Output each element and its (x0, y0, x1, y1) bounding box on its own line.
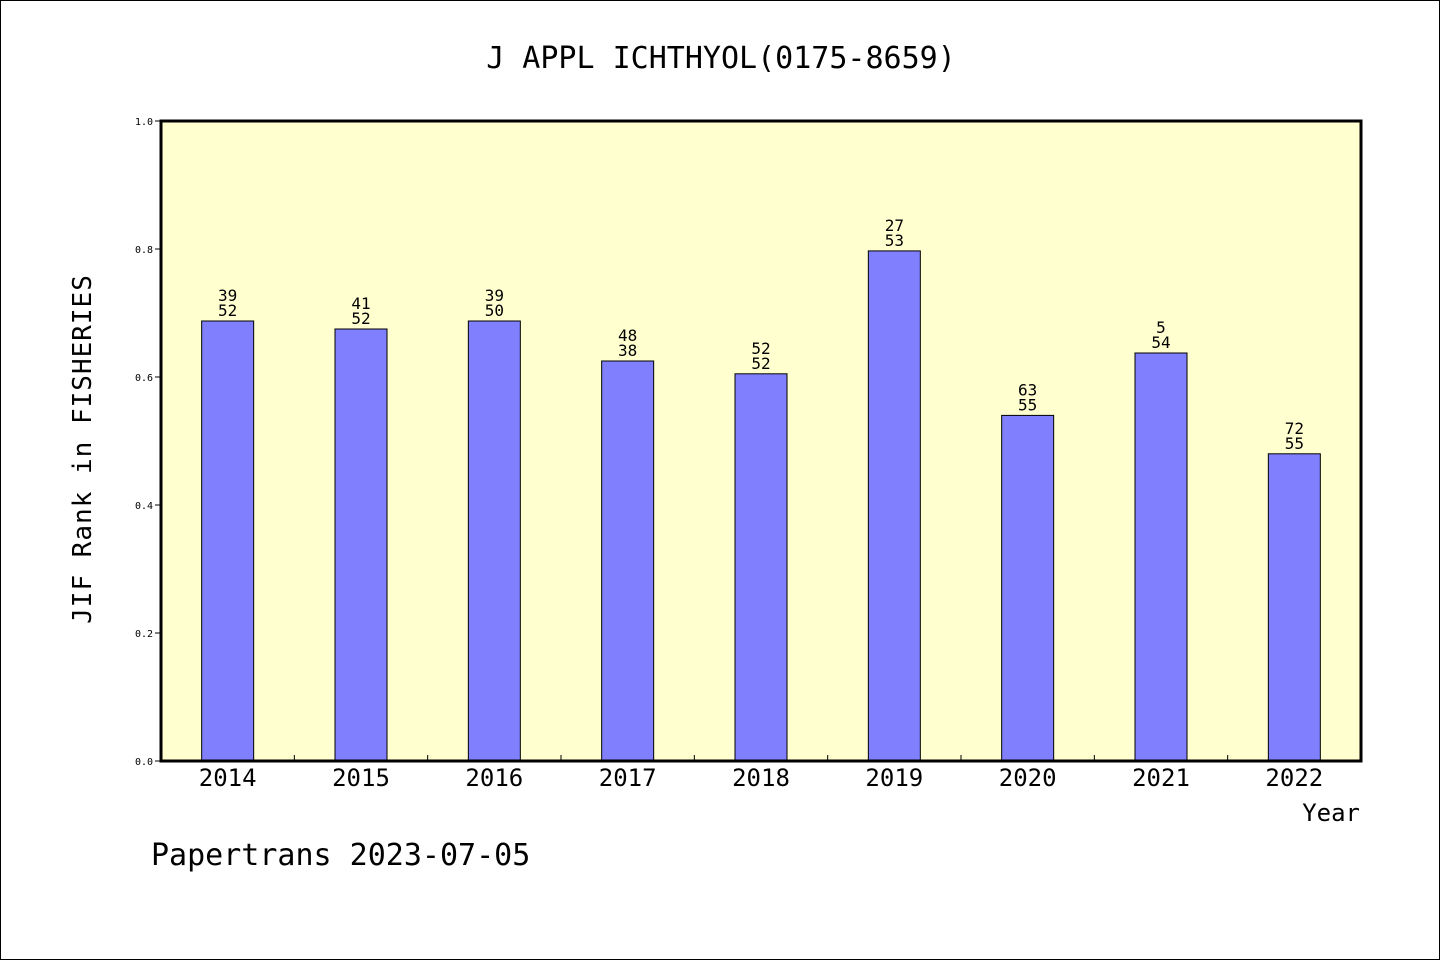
bar-label-bottom-2017: 38 (618, 341, 637, 360)
bar-2022 (1267, 453, 1321, 762)
x-tick-label-2022: 2022 (1265, 764, 1323, 792)
bar-label-top-2018: 52 (751, 339, 770, 358)
bar-label-bottom-2015: 52 (351, 309, 370, 328)
x-tick-label-2019: 2019 (865, 764, 923, 792)
bar-2016 (467, 320, 521, 762)
x-tick-label-2021: 2021 (1132, 764, 1190, 792)
y-tick-label-0.6: 0.6 (135, 373, 153, 384)
chart-title: J APPL ICHTHYOL(0175-8659) (486, 41, 956, 76)
x-tick-label-2014: 2014 (199, 764, 257, 792)
bars-group (201, 250, 1321, 762)
bar-2015 (334, 328, 388, 762)
bar-2018 (734, 373, 788, 762)
bar-label-top-2014: 39 (218, 286, 237, 305)
x-axis: 2014 2015 2016 2017 2018 2019 2020 2021 2022 (199, 755, 1323, 792)
bar-2017 (601, 360, 655, 762)
bar-label-top-2017: 48 (618, 326, 637, 345)
y-axis: 0.0 0.2 0.4 0.6 0.8 1.0 (135, 117, 161, 768)
x-axis-label: Year (1302, 799, 1360, 827)
bar-label-bottom-2014: 52 (218, 301, 237, 320)
x-tick-label-2018: 2018 (732, 764, 790, 792)
bar-2019 (867, 250, 921, 762)
x-tick-label-2020: 2020 (999, 764, 1057, 792)
bar-label-top-2021: 5 (1156, 318, 1166, 337)
bar-2021 (1134, 352, 1188, 762)
bar-label-bottom-2022: 55 (1285, 434, 1304, 453)
bar-label-bottom-2020: 55 (1018, 395, 1037, 414)
y-tick-label-0.2: 0.2 (135, 629, 153, 640)
y-axis-label: JIF Rank in FISHERIES (68, 274, 98, 624)
bar-label-bottom-2019: 53 (885, 231, 904, 250)
x-tick-label-2016: 2016 (465, 764, 523, 792)
bar-label-top-2022: 72 (1285, 419, 1304, 438)
plot-border (159, 119, 1363, 763)
bar-label-bottom-2016: 50 (485, 301, 504, 320)
bar-label-top-2020: 63 (1018, 380, 1037, 399)
y-tick-label-0.0: 0.0 (135, 757, 153, 768)
bar-label-top-2019: 27 (885, 216, 904, 235)
bar-label-bottom-2021: 54 (1151, 333, 1170, 352)
bar-label-bottom-2018: 52 (751, 354, 770, 373)
x-tick-label-2015: 2015 (332, 764, 390, 792)
y-tick-label-0.4: 0.4 (135, 501, 153, 512)
bar-label-top-2016: 39 (485, 286, 504, 305)
bar-2020 (1001, 414, 1055, 762)
x-tick-label-2017: 2017 (599, 764, 657, 792)
bar-2014 (201, 320, 255, 762)
y-tick-label-1.0: 1.0 (135, 117, 153, 128)
bar-label-top-2015: 41 (351, 294, 370, 313)
y-tick-label-0.8: 0.8 (135, 245, 153, 256)
footer-text: Papertrans 2023-07-05 (151, 838, 530, 873)
